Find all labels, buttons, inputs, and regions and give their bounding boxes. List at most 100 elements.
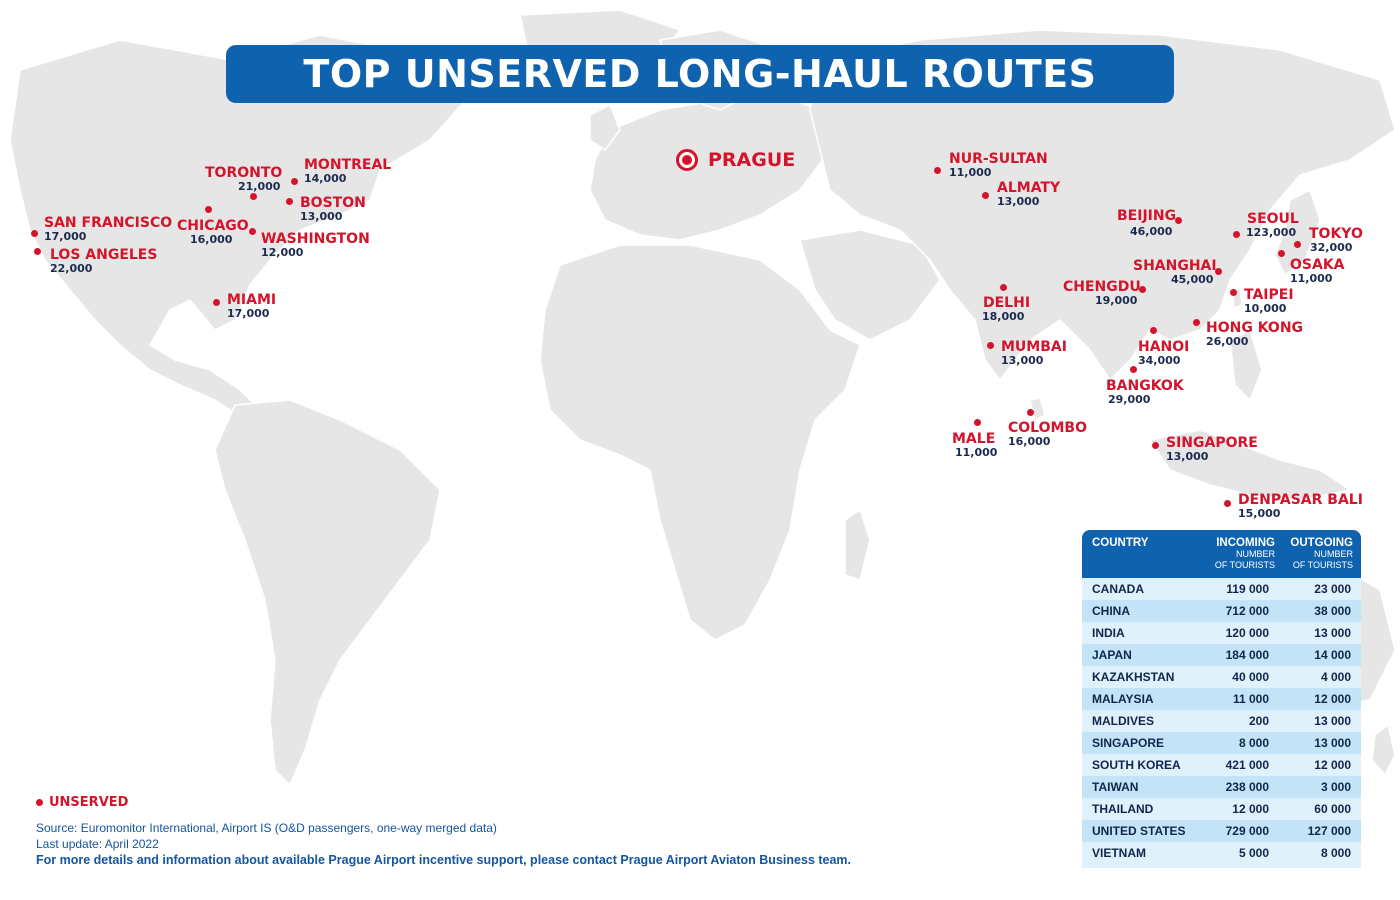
city-passengers: 21,000 <box>238 180 281 193</box>
city-passengers: 13,000 <box>1001 354 1044 367</box>
city-dot-icon <box>1224 500 1231 507</box>
table-row: MALAYSIA 11 000 12 000 <box>1082 688 1361 710</box>
outgoing-cell: 4 000 <box>1320 670 1351 684</box>
table-row: SINGAPORE 8 000 13 000 <box>1082 732 1361 754</box>
north-america-landmass <box>9 34 472 421</box>
incoming-label: INCOMING <box>1216 537 1275 549</box>
city-name: SAN FRANCISCO <box>44 215 173 231</box>
incoming-cell: 120 000 <box>1225 626 1269 640</box>
table-row: MALDIVES 200 13 000 <box>1082 710 1361 732</box>
city-name: SHANGHAI <box>1133 258 1217 274</box>
city-passengers: 13,000 <box>997 195 1040 208</box>
tourist-table: COUNTRY INCOMING NUMBER OF TOURISTS OUTG… <box>1082 530 1361 868</box>
japan-landmass <box>1274 188 1321 277</box>
outgoing-label: OUTGOING <box>1290 537 1353 549</box>
city-dot-icon <box>1233 231 1240 238</box>
city-name: DELHI <box>983 295 1031 311</box>
outgoing-cell: 127 000 <box>1307 824 1351 838</box>
city-name: BEIJING <box>1117 208 1177 224</box>
africa-landmass <box>539 244 861 641</box>
city-passengers: 17,000 <box>44 230 87 243</box>
madagascar-landmass <box>844 508 871 581</box>
city-dot-icon <box>982 192 989 199</box>
city-dot-icon <box>974 419 981 426</box>
contact-note: For more details and information about a… <box>36 853 851 867</box>
incoming-cell: 729 000 <box>1225 824 1269 838</box>
asia-landmass <box>809 29 1396 382</box>
city-passengers: 45,000 <box>1171 273 1214 286</box>
incoming-cell: 238 000 <box>1225 780 1269 794</box>
city-passengers: 16,000 <box>190 233 233 246</box>
country-cell: TAIWAN <box>1092 780 1139 794</box>
city-name: COLOMBO <box>1008 420 1088 436</box>
city-passengers: 46,000 <box>1130 225 1173 238</box>
col-outgoing-header: OUTGOING NUMBER OF TOURISTS <box>1290 537 1353 571</box>
table-row: THAILAND 12 000 60 000 <box>1082 798 1361 820</box>
city-dot-icon <box>1215 268 1222 275</box>
city-dot-icon <box>205 206 212 213</box>
last-update: Last update: April 2022 <box>36 837 159 851</box>
city-name: TAIPEI <box>1244 287 1294 303</box>
incoming-cell: 421 000 <box>1225 758 1269 772</box>
country-cell: CHINA <box>1092 604 1130 618</box>
country-cell: KAZAKHSTAN <box>1092 670 1175 684</box>
incoming-cell: 5 000 <box>1238 846 1269 860</box>
incoming-cell: 200 <box>1248 714 1269 728</box>
city-dot-icon <box>987 342 994 349</box>
city-passengers: 12,000 <box>261 246 304 259</box>
country-cell: CANADA <box>1092 582 1144 596</box>
footer: Source: Euromonitor International, Airpo… <box>36 820 851 868</box>
table-row: TAIWAN 238 000 3 000 <box>1082 776 1361 798</box>
origin-label: PRAGUE <box>708 149 796 171</box>
city-dot-icon <box>286 198 293 205</box>
city-name: CHENGDU <box>1063 279 1141 295</box>
outgoing-cell: 60 000 <box>1314 802 1351 816</box>
city-name: HANOI <box>1138 339 1190 355</box>
city-name: MUMBAI <box>1001 339 1067 355</box>
city-dot-icon <box>1027 409 1034 416</box>
city-passengers: 13,000 <box>300 210 343 223</box>
table-row: KAZAKHSTAN 40 000 4 000 <box>1082 666 1361 688</box>
outgoing-sub-2: OF TOURISTS <box>1292 560 1353 570</box>
city-passengers: 11,000 <box>1290 272 1333 285</box>
table-row: JAPAN 184 000 14 000 <box>1082 644 1361 666</box>
outgoing-sub-1: NUMBER <box>1313 549 1353 559</box>
city-dot-icon <box>1000 284 1007 291</box>
city-dot-icon <box>34 248 41 255</box>
city-passengers: 13,000 <box>1166 450 1209 463</box>
city-dot-icon <box>934 167 941 174</box>
incoming-cell: 119 000 <box>1226 582 1269 596</box>
city-dot-icon <box>213 299 220 306</box>
table-row: CHINA 712 000 38 000 <box>1082 600 1361 622</box>
city-passengers: 26,000 <box>1206 335 1249 348</box>
city-dot-icon <box>31 230 38 237</box>
country-cell: SOUTH KOREA <box>1092 758 1181 772</box>
city-passengers: 14,000 <box>304 172 347 185</box>
city-passengers: 34,000 <box>1138 354 1181 367</box>
city-name: BOSTON <box>300 195 366 211</box>
city-passengers: 18,000 <box>982 310 1025 323</box>
outgoing-cell: 23 000 <box>1314 582 1351 596</box>
legend-label: UNSERVED <box>49 795 129 810</box>
country-cell: INDIA <box>1092 626 1125 640</box>
table-body: CANADA 119 000 23 000 CHINA 712 000 38 000 IND… <box>1082 578 1361 868</box>
outgoing-cell: 13 000 <box>1314 736 1351 750</box>
outgoing-cell: 3 000 <box>1320 780 1351 794</box>
city-passengers: 15,000 <box>1238 507 1281 520</box>
middle-east-landmass <box>799 229 941 341</box>
south-america-landmass <box>214 399 441 787</box>
city-dot-icon <box>1139 286 1146 293</box>
country-cell: VIETNAM <box>1092 846 1146 860</box>
city-dot-icon <box>1130 366 1137 373</box>
city-name: CHICAGO <box>177 218 249 234</box>
city-passengers: 32,000 <box>1310 241 1353 254</box>
table-row: CANADA 119 000 23 000 <box>1082 578 1361 600</box>
city-dot-icon <box>1193 319 1200 326</box>
city-passengers: 17,000 <box>227 307 270 320</box>
city-name: LOS ANGELES <box>50 247 158 263</box>
outgoing-cell: 12 000 <box>1314 758 1351 772</box>
country-cell: MALDIVES <box>1092 714 1155 728</box>
city-name: DENPASAR BALI <box>1238 492 1363 508</box>
city-passengers: 19,000 <box>1095 294 1138 307</box>
city-name: SINGAPORE <box>1166 435 1258 451</box>
